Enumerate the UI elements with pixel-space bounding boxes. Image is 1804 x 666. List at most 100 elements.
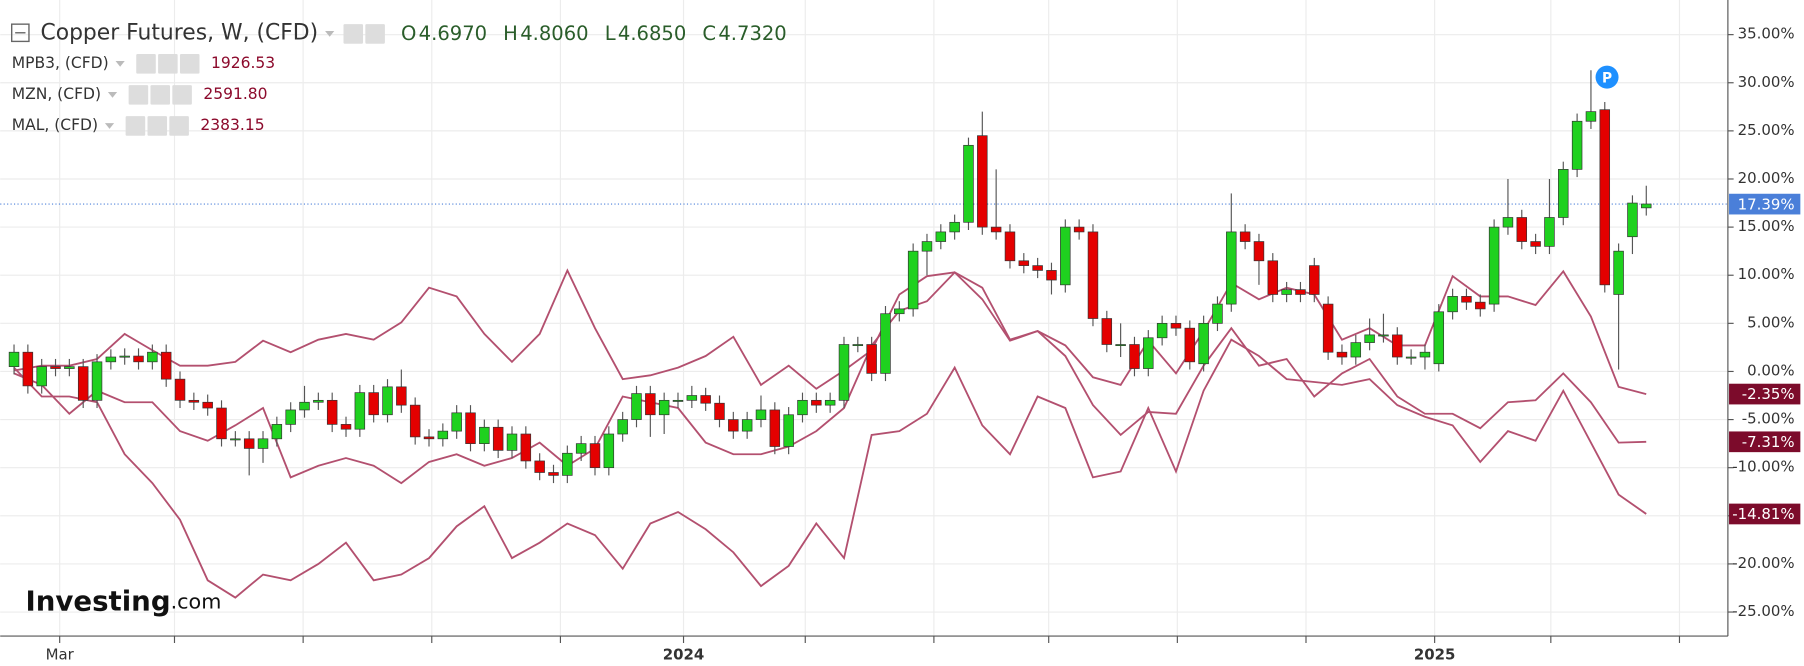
candle-body: [1585, 111, 1597, 122]
indicator-icon[interactable]: [136, 54, 156, 74]
logo: Investing.com: [26, 585, 222, 618]
candle-body: [1281, 289, 1292, 295]
indicator-icon[interactable]: [150, 85, 171, 105]
series-line: [13, 268, 1647, 395]
candle-body: [1516, 217, 1528, 242]
legend-name: MZN, (CFD): [12, 85, 101, 103]
indicator-icon[interactable]: [343, 24, 364, 44]
header: Copper Futures, W, (CFD) O 4.6970 H 4.8060 L…: [11, 20, 787, 45]
candle-body: [1143, 337, 1154, 369]
candle-body: [1060, 226, 1071, 286]
candle-body: [824, 399, 836, 406]
candle-body: [1641, 203, 1652, 209]
candle-body: [1502, 217, 1514, 228]
candle-body: [1198, 322, 1209, 365]
candle-body: [963, 144, 974, 223]
candle-body: [1295, 289, 1306, 295]
dropdown-caret[interactable]: [107, 92, 118, 98]
candle-body: [230, 438, 241, 441]
dropdown-caret[interactable]: [325, 31, 335, 37]
logo-suffix: .com: [171, 590, 222, 614]
candle-body: [1350, 342, 1362, 358]
candle-body: [1613, 250, 1624, 295]
candle-body: [1378, 334, 1389, 337]
candle-body: [147, 351, 158, 363]
candle-body: [1475, 301, 1486, 310]
price-label: -14.81%: [1732, 505, 1794, 523]
indicator-icon[interactable]: [365, 24, 385, 44]
candle-body: [1364, 334, 1375, 343]
candle-body: [1336, 351, 1348, 358]
indicator-icon[interactable]: [147, 116, 168, 136]
legend-price: 2591.80: [203, 85, 267, 103]
indicator-icon[interactable]: [158, 54, 178, 74]
y-tick-label: -25.00%: [1732, 602, 1794, 620]
candles: P: [8, 65, 1652, 484]
candle-body: [1488, 226, 1500, 305]
candle-body: [617, 419, 628, 435]
candle-body: [8, 351, 20, 367]
candle-body: [1129, 344, 1140, 369]
candle-body: [1433, 311, 1445, 365]
candle-body: [631, 393, 642, 420]
candle-body: [1461, 296, 1472, 303]
candle-body: [451, 412, 462, 432]
candle-body: [423, 436, 435, 440]
candle-body: [313, 399, 324, 403]
chart-title: Copper Futures, W, (CFD): [40, 20, 318, 45]
dropdown-caret[interactable]: [104, 123, 115, 129]
candle-body: [22, 351, 34, 387]
candle-body: [728, 419, 739, 432]
candle-body: [880, 313, 891, 374]
dropdown-caret[interactable]: [115, 60, 125, 67]
candle-body: [1571, 120, 1583, 170]
legend-name: MAL, (CFD): [12, 116, 98, 134]
legend-name: MPB3, (CFD): [12, 54, 109, 72]
candle-body: [852, 344, 864, 347]
candle-body: [271, 424, 283, 440]
indicator-icon[interactable]: [172, 85, 192, 105]
indicator-icon[interactable]: [128, 85, 149, 105]
candle-body: [894, 308, 905, 315]
indicator-icon[interactable]: [179, 54, 200, 74]
candle-body: [1253, 241, 1265, 262]
price-label-bg: [1729, 193, 1801, 215]
y-tick-label: -10.00%: [1732, 458, 1794, 476]
marker-bubble[interactable]: [1595, 65, 1619, 89]
indicator-icon[interactable]: [125, 116, 146, 136]
y-tick-label: 15.00%: [1738, 217, 1795, 235]
candle-body: [686, 395, 698, 401]
candle-body: [257, 438, 269, 449]
candle-body: [1627, 202, 1638, 238]
candle-body: [465, 412, 476, 444]
candle-body: [1073, 226, 1085, 233]
candle-body: [354, 392, 366, 430]
candle-body: [1419, 351, 1431, 358]
candle-body: [1212, 303, 1223, 324]
candle-body: [368, 392, 379, 416]
candle-body: [382, 386, 393, 416]
price-label-bg: [1729, 503, 1801, 525]
candle-body: [119, 355, 130, 358]
ohlc-name: C: [702, 22, 716, 45]
candle-body: [935, 231, 947, 242]
y-tick-label: 20.00%: [1738, 169, 1795, 187]
price-label-bg: [1729, 383, 1801, 405]
series-line: [13, 338, 1647, 599]
candle-body: [1046, 270, 1057, 281]
candle-body: [285, 409, 296, 425]
candle-body: [575, 443, 587, 454]
indicator-icon[interactable]: [169, 116, 189, 136]
collapse-icon[interactable]: [11, 23, 30, 43]
candle-body: [1544, 217, 1555, 247]
candle-body: [603, 433, 615, 469]
candle-body: [506, 433, 518, 451]
candle-body: [977, 135, 988, 228]
ohlc-value: 4.8060: [520, 22, 588, 45]
candle-body: [1087, 231, 1099, 319]
candle-body: [520, 433, 532, 462]
candle-body: [216, 407, 227, 440]
candle-body: [797, 399, 808, 416]
x-tick-label: 2024: [663, 646, 705, 664]
